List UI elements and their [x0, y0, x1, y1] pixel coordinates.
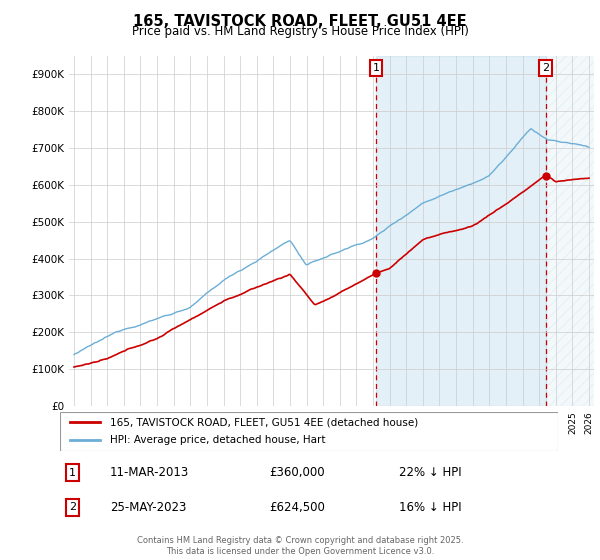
Text: 165, TAVISTOCK ROAD, FLEET, GU51 4EE (detached house): 165, TAVISTOCK ROAD, FLEET, GU51 4EE (de…	[110, 417, 418, 427]
Text: 1: 1	[69, 468, 76, 478]
Text: 2: 2	[69, 502, 76, 512]
Text: 22% ↓ HPI: 22% ↓ HPI	[398, 466, 461, 479]
Text: 165, TAVISTOCK ROAD, FLEET, GU51 4EE: 165, TAVISTOCK ROAD, FLEET, GU51 4EE	[133, 14, 467, 29]
Bar	[546, 56, 598, 406]
Text: 11-MAR-2013: 11-MAR-2013	[110, 466, 189, 479]
Bar	[376, 56, 546, 406]
Text: 1: 1	[373, 63, 380, 73]
Text: Price paid vs. HM Land Registry's House Price Index (HPI): Price paid vs. HM Land Registry's House …	[131, 25, 469, 38]
Text: £624,500: £624,500	[269, 501, 325, 514]
FancyBboxPatch shape	[60, 412, 558, 451]
Text: 25-MAY-2023: 25-MAY-2023	[110, 501, 186, 514]
Text: HPI: Average price, detached house, Hart: HPI: Average price, detached house, Hart	[110, 435, 325, 445]
Text: Contains HM Land Registry data © Crown copyright and database right 2025.
This d: Contains HM Land Registry data © Crown c…	[137, 536, 463, 556]
Text: 16% ↓ HPI: 16% ↓ HPI	[398, 501, 461, 514]
Text: £360,000: £360,000	[269, 466, 325, 479]
Text: 2: 2	[542, 63, 550, 73]
